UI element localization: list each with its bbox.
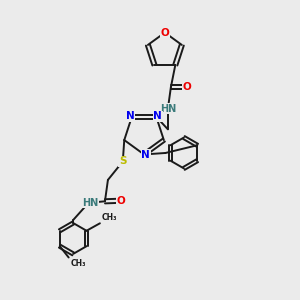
Text: O: O (117, 196, 126, 206)
Text: N: N (153, 111, 162, 121)
Text: CH₃: CH₃ (70, 259, 86, 268)
Text: N: N (141, 150, 150, 160)
Text: HN: HN (82, 198, 98, 208)
Text: CH₃: CH₃ (101, 213, 117, 222)
Text: N: N (126, 111, 135, 121)
Text: HN: HN (160, 103, 176, 113)
Text: O: O (183, 82, 192, 92)
Text: S: S (119, 157, 127, 166)
Text: O: O (160, 28, 169, 38)
